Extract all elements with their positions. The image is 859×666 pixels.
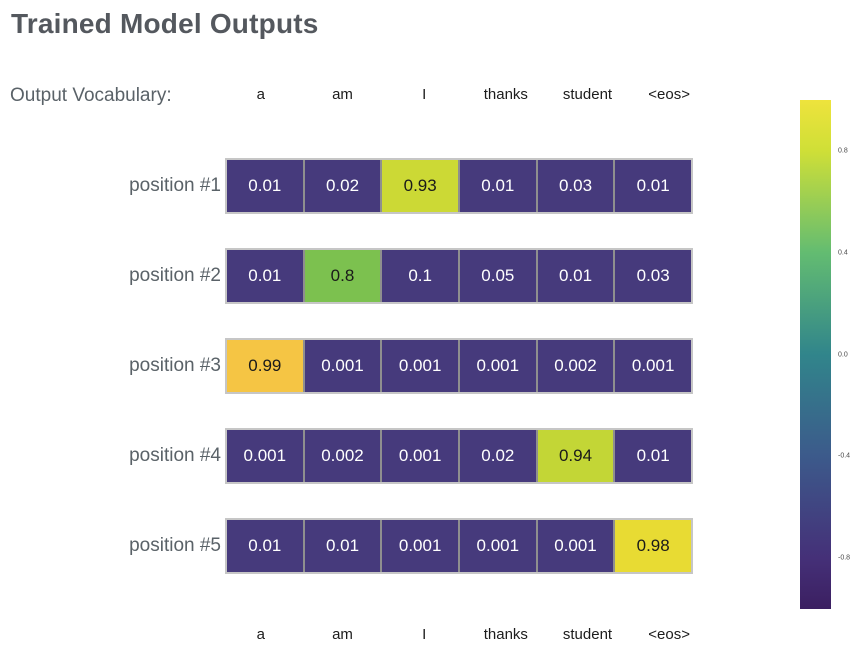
heatmap-cell: 0.93 [382,160,458,212]
heatmap-cell: 0.001 [615,340,691,392]
heatmap-row: position #5 0.01 0.01 0.001 0.001 0.001 0.98 [0,518,710,574]
row-cells: 0.001 0.002 0.001 0.02 0.94 0.01 [225,428,693,484]
heatmap-row: position #1 0.01 0.02 0.93 0.01 0.03 0.01 [0,158,710,214]
heatmap-cell: 0.001 [382,340,458,392]
heatmap-cell: 0.1 [382,250,458,302]
colorbar-tick-label: -0.4 [838,452,851,460]
heatmap-cell: 0.01 [459,160,536,212]
vocab-label: thanks [483,86,528,103]
vocab-label: thanks [483,626,528,643]
heatmap-cell: 0.99 [227,340,303,392]
heatmap-cell: 0.03 [615,250,691,302]
row-label: position #2 [129,265,221,286]
heatmap-cell: 0.001 [382,430,458,482]
colorbar-tick-label: 0.4 [838,249,848,257]
heatmap-cell: 0.001 [304,340,381,392]
heatmap-cell: 0.01 [304,520,381,572]
colorbar-tick-label: -0.8 [838,554,851,562]
vocab-label: <eos> [648,86,691,103]
row-cells: 0.01 0.8 0.1 0.05 0.01 0.03 [225,248,693,304]
vocab-label: a [256,626,265,643]
row-cells: 0.01 0.02 0.93 0.01 0.03 0.01 [225,158,693,214]
vocab-label: <eos> [648,626,691,643]
heatmap-cell: 0.001 [459,520,536,572]
row-label: position #5 [129,535,221,556]
heatmap-cell: 0.94 [537,430,614,482]
vocab-label: I [422,86,427,103]
heatmap-cell: 0.01 [227,520,303,572]
figure-title: Trained Model Outputs [11,8,319,39]
heatmap-cell: 0.05 [459,250,536,302]
row-label: position #1 [129,175,221,196]
heatmap-row: position #3 0.99 0.001 0.001 0.001 0.002 0.001 [0,338,710,394]
colorbar-tick-label: 0.0 [838,351,848,358]
row-label: position #3 [129,355,221,376]
vocab-label: am [332,626,353,643]
heatmap-cell: 0.001 [459,340,536,392]
vocab-label: I [422,626,427,643]
heatmap-cell: 0.001 [537,520,614,572]
heatmap-cell: 0.01 [615,160,691,212]
heatmap-cell: 0.002 [537,340,614,392]
heatmap-row: position #4 0.001 0.002 0.001 0.02 0.94 0.01 [0,428,710,484]
vocab-label: student [562,86,613,103]
vocab-label: am [332,86,353,103]
vocab-label: student [562,626,613,643]
heatmap-cell: 0.03 [537,160,614,212]
heatmap-cell: 0.02 [459,430,536,482]
row-cells: 0.99 0.001 0.001 0.001 0.002 0.001 [225,338,693,394]
heatmap-cell: 0.02 [304,160,381,212]
heatmap-cell: 0.8 [304,250,381,302]
heatmap-cell: 0.01 [615,430,691,482]
heatmap-cell: 0.01 [227,250,303,302]
heatmap-cell: 0.01 [537,250,614,302]
colorbar-tick-label: 0.8 [838,147,848,155]
heatmap-cell: 0.98 [615,520,691,572]
output-vocabulary-label: Output Vocabulary: [10,85,172,106]
colorbar-gradient [800,100,831,609]
heatmap-rows: position #1 0.01 0.02 0.93 0.01 0.03 0.01 posit… [0,158,710,608]
row-label: position #4 [129,445,221,466]
heatmap-cell: 0.002 [304,430,381,482]
heatmap-cell: 0.001 [227,430,303,482]
heatmap-cell: 0.001 [382,520,458,572]
heatmap-row: position #2 0.01 0.8 0.1 0.05 0.01 0.03 [0,248,710,304]
row-cells: 0.01 0.01 0.001 0.001 0.001 0.98 [225,518,693,574]
heatmap-cell: 0.01 [227,160,303,212]
vocab-label: a [256,86,265,103]
